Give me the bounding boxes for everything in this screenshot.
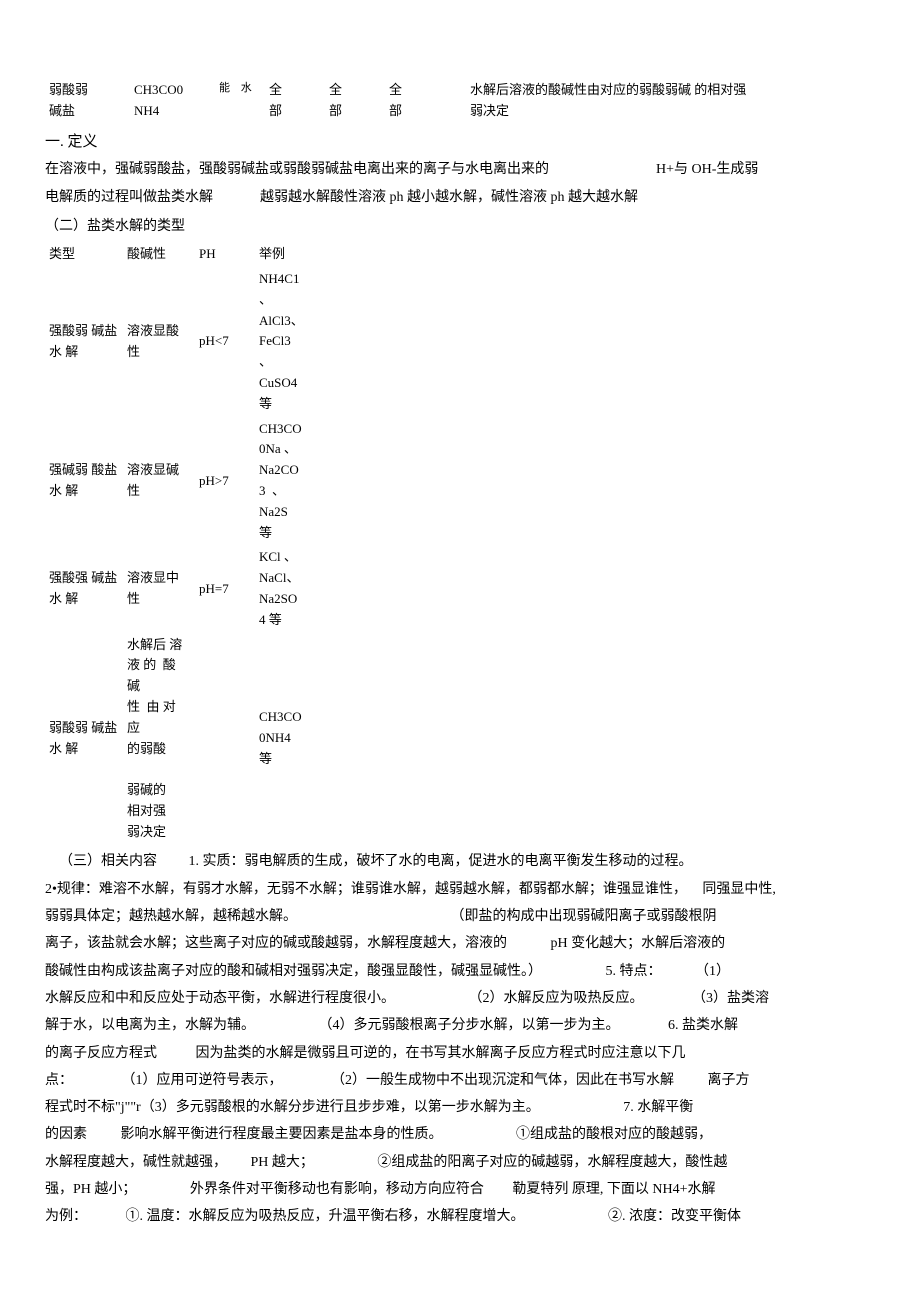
cell: pH=7 xyxy=(195,545,255,632)
label: 水解后溶液的酸碱性由对应的弱酸弱碱 的相对强 xyxy=(470,80,871,101)
text: pH 变化越大；水解后溶液的 xyxy=(551,936,726,951)
main-body: （三）相关内容 1. 实质：弱电解质的生成，破坏了水的电离，促进水的电离平衡发生… xyxy=(45,848,875,1230)
label: 水 xyxy=(241,82,252,94)
text: 的离子反应方程式 xyxy=(45,1046,157,1061)
cell: 水解后 溶液 的 酸 碱性 由 对 应的弱酸弱碱的相对强弱决定 xyxy=(123,633,195,845)
label: 全 xyxy=(389,80,441,101)
label: 能 xyxy=(219,82,230,94)
text: 7. 水解平衡 xyxy=(623,1100,693,1115)
text: （4）多元弱酸根离子分步水解，以第一步为主。 xyxy=(319,1018,620,1033)
text: 为例： xyxy=(45,1209,87,1224)
text: 酸碱性由构成该盐离子对应的酸和碱相对强弱决定，酸强显酸性，碱强显碱性。） xyxy=(45,964,542,979)
top-col-7: 水解后溶液的酸碱性由对应的弱酸弱碱 的相对强 弱决定 xyxy=(445,80,875,122)
th-acid-base: 酸碱性 xyxy=(123,242,195,267)
text: 影响水解平衡进行程度最主要因素是盐本身的性质。 xyxy=(121,1127,443,1142)
label: 全 xyxy=(269,80,321,101)
hydrolysis-type-table: 类型 酸碱性 PH 举例 强酸弱 碱盐水 解 溶液显酸性 pH<7 NH4C1、… xyxy=(45,242,325,844)
text: 的因素 xyxy=(45,1127,87,1142)
th-type: 类型 xyxy=(45,242,123,267)
text: 1. 实质：弱电解质的生成，破坏了水的电离，促进水的电离平衡发生移动的过程。 xyxy=(189,854,693,869)
text: 弱弱具体定；越热越水解，越稀越水解。 xyxy=(45,909,297,924)
text: ①. 温度：水解反应为吸热反应，升温平衡右移，水解程度增大。 xyxy=(126,1209,525,1224)
cell: KCl 、NaCl、Na2SO4 等 xyxy=(255,545,325,632)
cell: 弱酸弱 碱盐水 解 xyxy=(45,633,123,845)
text: 勒夏特列 原理, 下面以 NH4+水解 xyxy=(512,1182,715,1197)
label: 弱酸弱 xyxy=(49,80,126,101)
text: 离子，该盐就会水解；这些离子对应的碱或酸越弱，水解程度越大，溶液的 xyxy=(45,936,507,951)
table-row: 强酸弱 碱盐水 解 溶液显酸性 pH<7 NH4C1、AlCl3、FeCl3、C… xyxy=(45,267,325,417)
text: （三）相关内容 xyxy=(59,854,157,869)
cell: pH<7 xyxy=(195,267,255,417)
label: 部 xyxy=(389,101,441,122)
label: 部 xyxy=(329,101,381,122)
text: （2）水解反应为吸热反应。 xyxy=(469,991,644,1006)
text: 6. 盐类水解 xyxy=(668,1018,738,1033)
text: ②组成盐的阳离子对应的碱越弱，水解程度越大，酸性越 xyxy=(377,1155,727,1170)
text: （1） xyxy=(695,964,730,979)
text: （1）应用可逆符号表示， xyxy=(122,1073,283,1088)
text: 同强显中性, xyxy=(702,882,776,897)
cell xyxy=(195,633,255,845)
text: 在溶液中，强碱弱酸盐，强酸弱碱盐或弱酸弱碱盐电离出来的离子与水电离出来的 xyxy=(45,162,549,177)
text: （2）一般生成物中不出现沉淀和气体，因此在书写水解 xyxy=(331,1073,674,1088)
cell: 溶液显酸性 xyxy=(123,267,195,417)
text: 点： xyxy=(45,1073,73,1088)
table-row: 弱酸弱 碱盐水 解 水解后 溶液 的 酸 碱性 由 对 应的弱酸弱碱的相对强弱决… xyxy=(45,633,325,845)
cell: CH3CO0NH4等 xyxy=(255,633,325,845)
label: 全 xyxy=(329,80,381,101)
cell: NH4C1、AlCl3、FeCl3、CuSO4等 xyxy=(255,267,325,417)
definition-line-2: 电解质的过程叫做盐类水解 越弱越水解酸性溶液 ph 越小越水解，碱性溶液 ph … xyxy=(45,185,875,212)
table-row: 强酸强 碱盐水 解 溶液显中性 pH=7 KCl 、NaCl、Na2SO4 等 xyxy=(45,545,325,632)
label: NH4 xyxy=(134,101,211,122)
text: PH 越大； xyxy=(251,1155,314,1170)
text: 外界条件对平衡移动也有影响，移动方向应符合 xyxy=(190,1182,484,1197)
label: 部 xyxy=(269,101,321,122)
cell: 溶液显碱性 xyxy=(123,417,195,546)
text: 越弱越水解酸性溶液 ph 越小越水解，碱性溶液 ph 越大越水解 xyxy=(260,190,638,205)
text: 解于水，以电离为主，水解为辅。 xyxy=(45,1018,255,1033)
table-header-row: 类型 酸碱性 PH 举例 xyxy=(45,242,325,267)
cell: 强酸弱 碱盐水 解 xyxy=(45,267,123,417)
table-row: 强碱弱 酸盐水 解 溶液显碱性 pH>7 CH3CO0Na 、Na2CO3 、N… xyxy=(45,417,325,546)
top-col-5: 全 部 xyxy=(325,80,385,122)
top-col-4: 全 部 xyxy=(265,80,325,122)
top-col-1: 弱酸弱 碱盐 xyxy=(45,80,130,122)
text: 强，PH 越小； xyxy=(45,1182,136,1197)
section-2-title: （二）盐类水解的类型 xyxy=(45,216,875,238)
text: ①组成盐的酸根对应的酸越弱， xyxy=(516,1127,712,1142)
cell: CH3CO0Na 、Na2CO3 、Na2S等 xyxy=(255,417,325,546)
definition-line-1: 在溶液中，强碱弱酸盐，强酸弱碱盐或弱酸弱碱盐电离出来的离子与水电离出来的 H+与… xyxy=(45,157,875,184)
cell: 强碱弱 酸盐水 解 xyxy=(45,417,123,546)
text: 2•规律：难溶不水解，有弱才水解，无弱不水解；谁弱谁水解，越弱越水解，都弱都水解… xyxy=(45,882,687,897)
label: 碱盐 xyxy=(49,101,126,122)
top-col-3: 能 水 xyxy=(215,80,265,122)
cell: 强酸强 碱盐水 解 xyxy=(45,545,123,632)
text: （3）盐类溶 xyxy=(692,991,769,1006)
cell: 溶液显中性 xyxy=(123,545,195,632)
text: 电解质的过程叫做盐类水解 xyxy=(45,190,213,205)
label: 弱决定 xyxy=(470,101,871,122)
text: 程式时不标"j""r（3）多元弱酸根的水解分步进行且步步难，以第一步水解为主。 xyxy=(45,1100,540,1115)
text: 水解程度越大，碱性就越强， xyxy=(45,1155,227,1170)
text: H+与 OH-生成弱 xyxy=(656,162,758,177)
text: 离子方 xyxy=(708,1073,750,1088)
th-ph: PH xyxy=(195,242,255,267)
section-1-title: 一. 定义 xyxy=(45,130,875,154)
top-col-6: 全 部 xyxy=(385,80,445,122)
text: 水解反应和中和反应处于动态平衡，水解进行程度很小。 xyxy=(45,991,395,1006)
text: 5. 特点： xyxy=(606,964,662,979)
text: （即盐的构成中出现弱碱阳离子或弱酸根阴 xyxy=(451,909,717,924)
th-example: 举例 xyxy=(255,242,325,267)
label: CH3CO0 xyxy=(134,80,211,101)
top-col-2: CH3CO0 NH4 xyxy=(130,80,215,122)
text: ②. 浓度：改变平衡体 xyxy=(608,1209,741,1224)
cell: pH>7 xyxy=(195,417,255,546)
text: 因为盐类的水解是微弱且可逆的，在书写其水解离子反应方程式时应注意以下几 xyxy=(196,1046,686,1061)
top-summary-row: 弱酸弱 碱盐 CH3CO0 NH4 能 水 全 部 全 部 全 部 水解后溶液的… xyxy=(45,80,875,122)
